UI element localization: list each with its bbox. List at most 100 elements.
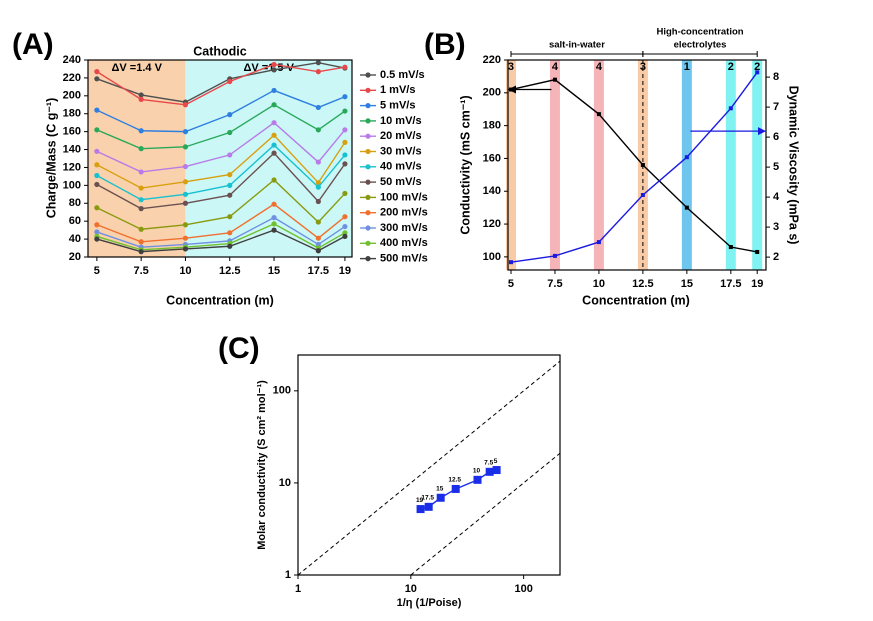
y-tick-label: 120 [63, 161, 81, 173]
arrow-head [758, 127, 766, 136]
point-label: 7.5 [484, 460, 493, 467]
data-point [138, 249, 144, 255]
y-axis-label: Molar conductivity (S cm² mol⁻¹) [256, 380, 268, 550]
data-point [227, 172, 233, 178]
x-tick-label: 7.5 [547, 278, 562, 290]
data-point [271, 201, 277, 207]
data-point [342, 127, 348, 133]
legend-label: 5 mV/s [380, 100, 415, 112]
data-point [227, 230, 233, 236]
data-point [728, 245, 733, 250]
data-point [271, 150, 277, 156]
data-point [94, 162, 100, 168]
y2-tick-label: 3 [773, 221, 779, 233]
x-tick-label: 10 [179, 265, 191, 277]
data-point [342, 94, 348, 100]
data-point [138, 226, 144, 232]
legend-label: 100 mV/s [380, 191, 428, 203]
data-point [182, 102, 189, 108]
data-point [94, 69, 100, 75]
data-point [492, 466, 501, 475]
y-tick-label: 140 [483, 185, 501, 197]
y-tick-label: 10 [279, 477, 291, 489]
x-tick-label: 10 [593, 278, 605, 290]
data-point [315, 159, 321, 165]
y-tick-label: 160 [63, 126, 81, 138]
data-point [94, 76, 100, 82]
arrow-head [508, 85, 516, 94]
legend-label: 20 mV/s [380, 130, 422, 142]
data-point [182, 163, 189, 170]
y2-tick-label: 5 [773, 161, 779, 173]
band-label: 3 [508, 61, 514, 73]
legend-label: 10 mV/s [380, 115, 422, 127]
data-point [138, 239, 144, 245]
data-point [755, 70, 760, 75]
legend-label: 1 mV/s [380, 84, 415, 96]
x-tick-label: 15 [681, 278, 693, 290]
panel-label: (A) [12, 28, 54, 61]
x-tick-label: 1 [295, 583, 301, 595]
data-point [227, 112, 233, 118]
y2-tick-label: 6 [773, 131, 779, 143]
data-point [342, 161, 348, 167]
legend-marker [365, 72, 371, 78]
x-tick-label: 5 [94, 265, 100, 277]
data-point [342, 230, 348, 236]
data-point [182, 222, 189, 228]
data-point [182, 191, 189, 197]
plot-frame [87, 59, 353, 258]
data-point [342, 190, 348, 197]
data-point [94, 229, 100, 235]
data-point [227, 192, 233, 198]
point-label: 17.5 [421, 495, 434, 502]
data-point [473, 475, 482, 484]
data-point [94, 222, 100, 228]
data-point [684, 155, 689, 160]
legend-label: 40 mV/s [380, 161, 422, 173]
y-tick-label: 100 [273, 385, 291, 397]
data-point [342, 152, 348, 158]
data-point [315, 127, 321, 133]
band-label: 4 [596, 61, 603, 73]
data-point [94, 205, 100, 211]
legend-label: 200 mV/s [380, 207, 428, 219]
band-label: 2 [754, 61, 760, 73]
data-point [315, 235, 321, 241]
band-label: 3 [640, 61, 646, 73]
band [681, 60, 692, 270]
data-point [182, 179, 189, 185]
x-tick-label: 19 [339, 265, 351, 277]
data-point [315, 241, 321, 248]
data-point [94, 148, 100, 154]
data-point [271, 177, 277, 183]
data-point [271, 87, 277, 94]
y-tick-label: 1 [285, 569, 291, 581]
y-tick-label: 40 [69, 233, 81, 245]
reference-line [410, 452, 560, 575]
y-tick-label: 120 [483, 218, 501, 230]
data-point [227, 129, 233, 136]
y2-axis-label: Dynamic Viscosity (mPa s) [787, 86, 801, 245]
legend-marker [365, 194, 371, 200]
y2-tick-label: 4 [773, 191, 780, 203]
y-axis-label: Conductivity (mS cm⁻¹) [458, 95, 472, 234]
y-tick-label: 100 [483, 251, 501, 263]
data-point [182, 235, 189, 241]
legend-label: 500 mV/s [380, 253, 428, 265]
data-point [138, 206, 144, 212]
data-point [596, 112, 601, 117]
x-tick-label: 5 [508, 278, 514, 290]
data-point [755, 249, 760, 254]
y-tick-label: 200 [63, 90, 81, 102]
data-point [596, 240, 601, 245]
y-tick-label: 160 [483, 152, 501, 164]
data-point [508, 260, 513, 265]
data-point [94, 107, 100, 113]
data-point [138, 128, 144, 134]
y-tick-label: 200 [483, 87, 501, 99]
legend-marker [365, 240, 371, 246]
data-point [227, 243, 233, 249]
data-point [315, 184, 321, 190]
